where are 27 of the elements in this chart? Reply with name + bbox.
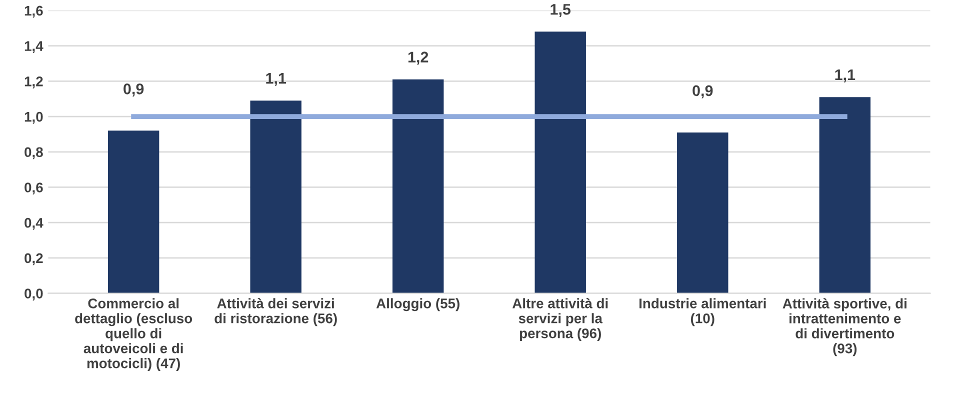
y-tick-label: 0,4: [24, 218, 44, 230]
data-label: 0,9: [124, 84, 144, 97]
bar: [819, 97, 871, 294]
x-tick-label: Commercio al dettaglio (escluso quello di autoveicoli e di motocicli) (47): [75, 298, 192, 372]
bar: [250, 100, 302, 294]
x-tick-label: Industrie alimentari (10): [640, 298, 766, 326]
x-tick-label: Attività dei servizi di ristorazione (56): [214, 298, 337, 326]
bar: [534, 32, 586, 294]
data-label: 1,2: [408, 52, 428, 65]
bar: [392, 79, 444, 294]
data-label: 1,5: [550, 4, 571, 17]
x-tick-label: Attività sportive, di intrattenimento e di divertimento (93): [782, 298, 906, 356]
y-tick-label: 1,2: [24, 76, 43, 88]
bar: [677, 132, 728, 294]
bar: [108, 130, 160, 294]
data-label: 0,9: [692, 85, 713, 98]
y-tick-label: 1,6: [24, 6, 43, 18]
data-label: 1,1: [835, 70, 856, 82]
y-tick-label: 0,2: [24, 253, 43, 266]
y-tick-label: 0,8: [24, 147, 43, 160]
y-tick-label: 1,4: [24, 41, 44, 54]
x-tick-label: Alloggio (55): [376, 298, 460, 312]
x-tick-label: Altre attività di servizi per la persona (96): [512, 298, 608, 342]
data-label: 1,1: [266, 73, 286, 86]
y-tick-label: 0,0: [24, 288, 43, 300]
y-tick-label: 1,0: [24, 112, 43, 124]
y-tick-label: 0,6: [24, 182, 43, 194]
